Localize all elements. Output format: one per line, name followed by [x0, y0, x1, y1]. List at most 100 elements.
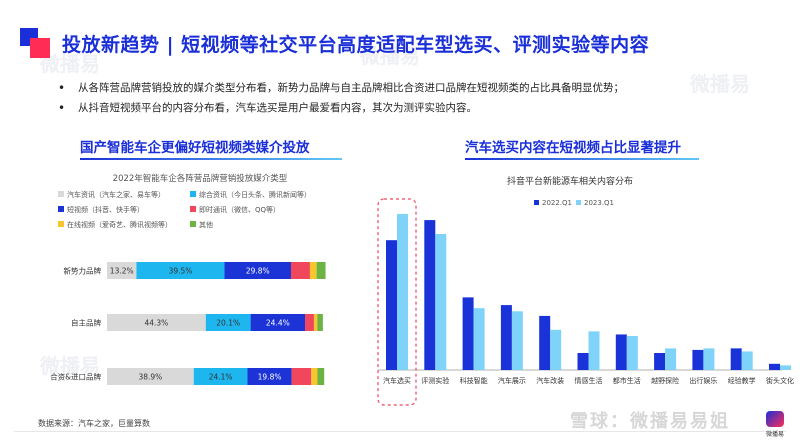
bar — [780, 365, 791, 370]
category-label: 汽车改装 — [536, 376, 564, 385]
highlight-box — [377, 198, 417, 406]
category-label: 汽车选买 — [383, 376, 411, 385]
bar — [500, 305, 512, 370]
bar — [386, 240, 397, 370]
title-logo-mark — [20, 28, 52, 58]
data-label: 24.4% — [266, 319, 290, 328]
data-label: 13.2% — [110, 267, 134, 276]
bar-segment — [107, 368, 194, 385]
bar — [397, 213, 408, 370]
bar — [626, 336, 638, 370]
right-heading-underline — [465, 158, 699, 160]
bar — [539, 315, 551, 370]
bar-segment — [250, 314, 306, 331]
bar-segment — [291, 368, 312, 385]
category-label: 出行娱乐 — [689, 376, 717, 385]
data-label: 19.8% — [258, 373, 282, 382]
bar — [741, 351, 753, 370]
legend-label: 在线视频（爱奇艺、腾讯视频等） — [67, 220, 172, 229]
category-label: 街头文化 — [766, 376, 794, 385]
bar — [462, 297, 474, 370]
bullet-list: 从各阵营品牌营销投放的媒介类型分布看，新势力品牌与自主品牌相比合资进口品牌在短视… — [56, 78, 624, 118]
left-chart-heading: 国产智能车企更偏好短视频类媒介投放 — [80, 140, 310, 156]
bar-segment — [136, 262, 225, 279]
legend-label: 即时通讯（微信、QQ等） — [199, 205, 280, 214]
bar-segment — [290, 262, 310, 279]
bar-segment — [317, 368, 325, 385]
left-heading-underline — [80, 158, 342, 160]
chart-title: 抖音平台新能源车相关内容分布 — [507, 175, 633, 187]
bar — [615, 334, 627, 370]
bar — [703, 348, 715, 370]
bar-segment — [205, 314, 251, 331]
data-label: 24.1% — [209, 373, 233, 382]
bar — [665, 348, 677, 370]
brand-logo: 微播易 — [758, 411, 792, 438]
bar-segment — [316, 262, 326, 279]
legend-swatch — [190, 191, 196, 197]
bar-segment — [309, 262, 317, 279]
category-label: 都市生活 — [613, 376, 641, 385]
category-label: 新势力品牌 — [64, 266, 102, 276]
bullet-item: 从各阵营品牌营销投放的媒介类型分布看，新势力品牌与自主品牌相比合资进口品牌在短视… — [56, 78, 624, 98]
bar — [769, 363, 780, 370]
bar-segment — [305, 314, 314, 331]
footer-divider — [14, 431, 786, 432]
bullet-item: 从抖音短视频平台的内容分布看，汽车选买是用户最爱看内容，其次为测评实验内容。 — [56, 98, 624, 118]
legend-label: 2022.Q1 — [542, 199, 572, 207]
brand-logo-icon — [766, 411, 784, 427]
legend-swatch — [190, 206, 196, 212]
chart-title: 2022年智能车企各阵营品牌营销投放媒介类型 — [113, 173, 288, 184]
legend-label: 其他 — [199, 220, 213, 229]
bar-segment — [247, 368, 292, 385]
bar — [424, 220, 436, 370]
bar — [654, 353, 666, 370]
data-source-note: 数据来源：汽车之家，巨量算数 — [38, 419, 150, 428]
category-label: 合资&进口品牌 — [50, 372, 101, 382]
bar — [550, 329, 562, 370]
bar-segment — [107, 314, 206, 331]
data-label: 20.1% — [216, 319, 240, 328]
bar-segment — [317, 314, 323, 331]
legend-label: 短视频（抖音、快手等） — [67, 205, 144, 214]
category-label: 情感生活 — [575, 376, 603, 385]
legend-swatch — [58, 191, 64, 197]
bar — [577, 353, 589, 370]
bar — [588, 331, 600, 370]
data-label: 38.9% — [138, 373, 162, 382]
bar — [511, 311, 523, 370]
legend-swatch — [190, 221, 196, 227]
brand-watermark: 雪球：微播易易姐 — [570, 411, 730, 432]
title-bar: 投放新趋势 | 短视频等社交平台高度适配车型选买、评测实验等内容 — [20, 28, 649, 58]
category-label: 自主品牌 — [71, 318, 101, 328]
page-title: 投放新趋势 | 短视频等社交平台高度适配车型选买、评测实验等内容 — [62, 33, 650, 56]
category-label: 经验教学 — [728, 376, 756, 385]
legend-swatch — [534, 200, 539, 205]
category-label: 汽车展示 — [498, 376, 526, 385]
bar — [730, 348, 742, 370]
category-label: 评测实验 — [421, 376, 449, 385]
bar — [473, 308, 485, 370]
data-label: 29.8% — [246, 267, 270, 276]
brand-logo-text: 微播易 — [765, 431, 784, 438]
legend-swatch — [576, 200, 581, 205]
data-label: 39.5% — [169, 267, 193, 276]
legend-label: 汽车资讯（汽车之家、易车等） — [67, 190, 165, 199]
bar-segment — [107, 262, 137, 279]
bar-segment — [193, 368, 248, 385]
category-label: 科技智能 — [460, 376, 488, 385]
category-label: 越野探险 — [651, 376, 679, 385]
bar-segment — [224, 262, 291, 279]
data-label: 44.3% — [144, 319, 168, 328]
bar — [692, 349, 704, 370]
legend-swatch — [58, 221, 64, 227]
bar — [435, 234, 447, 370]
legend-label: 综合资讯（今日头条、腾讯新闻等） — [199, 190, 311, 199]
bar-segment — [313, 314, 318, 331]
legend-swatch — [58, 206, 64, 212]
right-chart-heading: 汽车选买内容在短视频占比显著提升 — [465, 140, 681, 156]
bar-segment — [311, 368, 318, 385]
legend-label: 2023.Q1 — [584, 199, 614, 207]
